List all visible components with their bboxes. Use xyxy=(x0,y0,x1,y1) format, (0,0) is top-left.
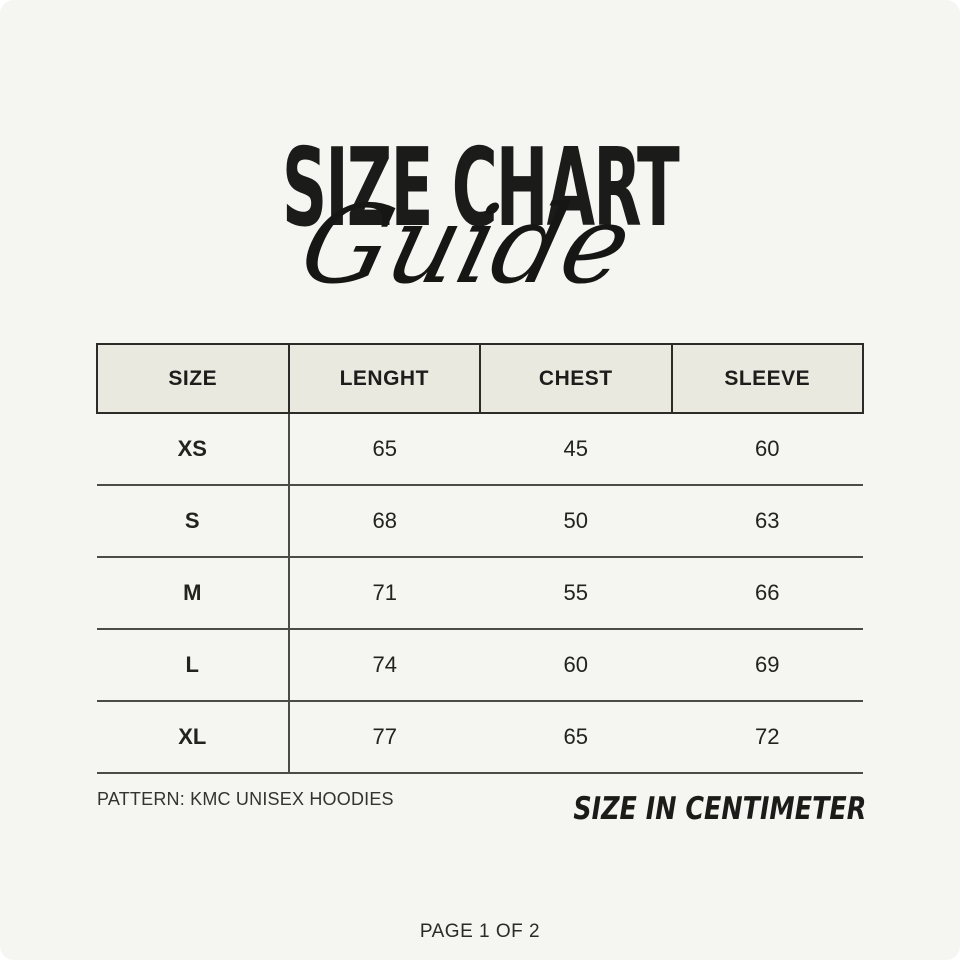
chest-value: 55 xyxy=(480,557,672,630)
table-row: L 74 60 69 xyxy=(97,629,863,702)
page-indicator: PAGE 1 OF 2 xyxy=(419,921,541,942)
length-value: 68 xyxy=(288,485,480,558)
length-value: 71 xyxy=(288,557,480,630)
page-title: SIZE CHART xyxy=(281,126,680,251)
size-label: L xyxy=(97,629,290,702)
chest-value: 50 xyxy=(480,485,672,558)
header-row: SIZE LENGHT CHEST SLEEVE xyxy=(96,343,864,414)
sleeve-value: 69 xyxy=(671,629,863,702)
chest-value: 45 xyxy=(480,413,672,486)
sleeve-value: 66 xyxy=(671,557,863,630)
chest-value: 60 xyxy=(480,629,672,702)
table-row: M 71 55 66 xyxy=(97,557,863,630)
unit-note: SIZE IN CENTIMETER xyxy=(572,791,866,827)
size-table-container: SIZE LENGHT CHEST SLEEVE XS 65 45 60 S 6… xyxy=(96,343,864,774)
table-row: XS 65 45 60 xyxy=(97,413,863,486)
sleeve-value: 72 xyxy=(671,701,863,774)
col-header-size: SIZE xyxy=(96,343,290,414)
length-value: 74 xyxy=(288,629,480,702)
length-value: 65 xyxy=(288,413,480,486)
size-table-body: XS 65 45 60 S 68 50 63 M 71 55 66 xyxy=(97,413,863,774)
table-row: XL 77 65 72 xyxy=(97,701,863,774)
size-label: S xyxy=(97,485,290,558)
col-header-sleeve: SLEEVE xyxy=(670,343,864,414)
col-header-length: LENGHT xyxy=(287,343,481,414)
size-label: M xyxy=(97,557,290,630)
sleeve-value: 60 xyxy=(671,413,863,486)
sleeve-value: 63 xyxy=(671,485,863,558)
size-table: SIZE LENGHT CHEST SLEEVE XS 65 45 60 S 6… xyxy=(96,343,864,774)
col-header-chest: CHEST xyxy=(479,343,673,414)
size-table-header: SIZE LENGHT CHEST SLEEVE xyxy=(96,343,864,414)
table-row: S 68 50 63 xyxy=(97,485,863,558)
page-subtitle: Guide xyxy=(288,183,644,308)
size-label: XS xyxy=(97,413,290,486)
pattern-note: PATTERN: KMC UNISEX HOODIES xyxy=(97,789,394,809)
length-value: 77 xyxy=(288,701,480,774)
chest-value: 65 xyxy=(480,701,672,774)
size-label: XL xyxy=(97,701,290,774)
